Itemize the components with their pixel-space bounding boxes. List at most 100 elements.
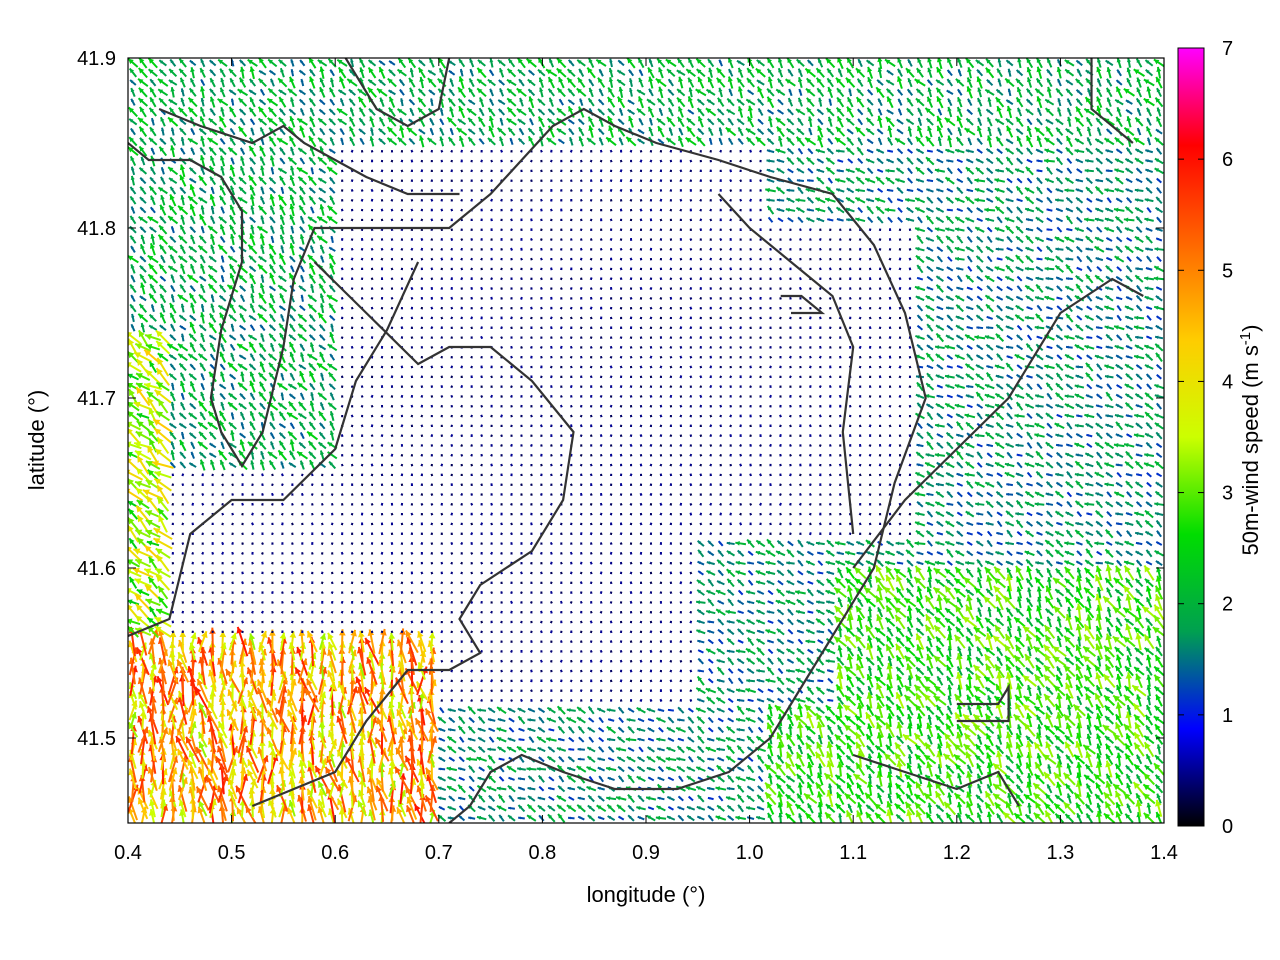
wind-arrow — [520, 552, 523, 555]
wind-arrow — [147, 729, 158, 750]
wind-arrow — [159, 312, 167, 324]
wind-arrow — [560, 159, 563, 163]
wind-arrow — [137, 67, 148, 79]
wind-arrow — [350, 620, 354, 624]
wind-arrow — [600, 552, 603, 555]
wind-arrow — [550, 306, 553, 310]
wind-arrow — [510, 640, 513, 643]
wind-arrow — [148, 293, 158, 304]
wind-arrow — [649, 267, 653, 271]
wind-arrow — [420, 483, 423, 486]
wind-arrow — [139, 226, 147, 234]
wind-arrow — [390, 591, 394, 594]
wind-arrow — [480, 444, 483, 447]
wind-arrow — [340, 414, 344, 418]
wind-arrow — [540, 542, 543, 545]
wind-arrow — [470, 307, 473, 310]
wind-arrow — [148, 107, 158, 117]
wind-arrow — [181, 581, 185, 585]
wind-arrow — [639, 238, 643, 241]
wind-arrow — [132, 567, 154, 579]
wind-arrow — [128, 441, 142, 450]
wind-arrow — [271, 522, 274, 526]
wind-arrow — [729, 356, 732, 359]
wind-arrow — [510, 552, 513, 555]
wind-arrow — [520, 542, 523, 545]
wind-arrow — [550, 689, 553, 692]
wind-arrow — [370, 238, 374, 241]
wind-arrow — [530, 208, 533, 212]
wind-arrow — [759, 287, 762, 290]
wind-arrow — [490, 444, 493, 447]
wind-arrow — [570, 512, 573, 516]
wind-arrow — [719, 316, 722, 320]
wind-arrow — [137, 797, 149, 820]
wind-arrow — [759, 434, 762, 437]
wind-arrow — [380, 581, 384, 584]
wind-arrow — [128, 410, 140, 422]
wind-arrow — [301, 483, 304, 486]
wind-arrow — [580, 444, 583, 447]
wind-arrow — [590, 150, 593, 153]
wind-arrow — [155, 340, 171, 355]
wind-arrow — [154, 470, 172, 479]
wind-arrow — [130, 274, 136, 283]
wind-arrow — [420, 561, 424, 565]
wind-arrow — [450, 218, 453, 222]
wind-arrow — [530, 277, 533, 280]
wind-arrow — [659, 620, 663, 624]
wind-arrow — [460, 669, 463, 673]
wind-arrow — [148, 68, 158, 77]
wind-arrow — [719, 218, 722, 222]
wind-arrow — [221, 571, 224, 575]
wind-arrow — [149, 166, 156, 176]
wind-arrow — [128, 516, 139, 531]
wind-arrow — [540, 679, 543, 683]
wind-arrow — [139, 106, 147, 118]
wind-arrow — [159, 324, 167, 331]
wind-arrow — [649, 660, 653, 663]
wind-arrow — [128, 559, 141, 568]
wind-arrow — [135, 603, 151, 621]
wind-arrow — [143, 568, 162, 578]
wind-arrow — [759, 395, 762, 398]
wind-arrow — [360, 630, 364, 633]
wind-arrow — [500, 316, 503, 320]
wind-arrow — [500, 454, 503, 457]
wind-arrow — [157, 398, 169, 414]
wind-arrow — [149, 96, 157, 108]
wind-arrow — [639, 189, 643, 192]
wind-arrow — [510, 679, 513, 683]
wind-arrow — [128, 373, 140, 381]
wind-arrow — [550, 248, 553, 251]
wind-arrow — [311, 620, 314, 624]
wind-arrow — [490, 424, 493, 428]
wind-arrow — [271, 552, 274, 555]
wind-arrow — [560, 542, 563, 545]
wind-arrow — [490, 581, 493, 584]
wind-arrow — [579, 208, 583, 212]
wind-arrow — [139, 196, 147, 204]
wind-arrow — [155, 410, 171, 422]
wind-arrow — [271, 620, 274, 624]
wind-arrow — [231, 473, 234, 477]
wind-arrow — [589, 444, 593, 447]
wind-arrow — [659, 336, 663, 339]
wind-arrow — [341, 277, 344, 280]
wind-arrow — [159, 293, 167, 304]
wind-arrow — [140, 234, 146, 245]
wind-arrow — [599, 424, 603, 428]
wind-arrow — [530, 581, 533, 584]
wind-arrow — [340, 620, 344, 624]
wind-arrow — [138, 700, 147, 720]
wind-arrow — [480, 149, 483, 153]
wind-arrow — [560, 581, 563, 584]
wind-arrow — [520, 512, 523, 516]
wind-arrow — [410, 483, 414, 487]
wind-arrow — [142, 489, 164, 500]
wind-arrow — [490, 316, 493, 320]
wind-arrow — [146, 540, 160, 547]
wind-arrow — [550, 277, 553, 280]
wind-arrow — [145, 598, 161, 607]
